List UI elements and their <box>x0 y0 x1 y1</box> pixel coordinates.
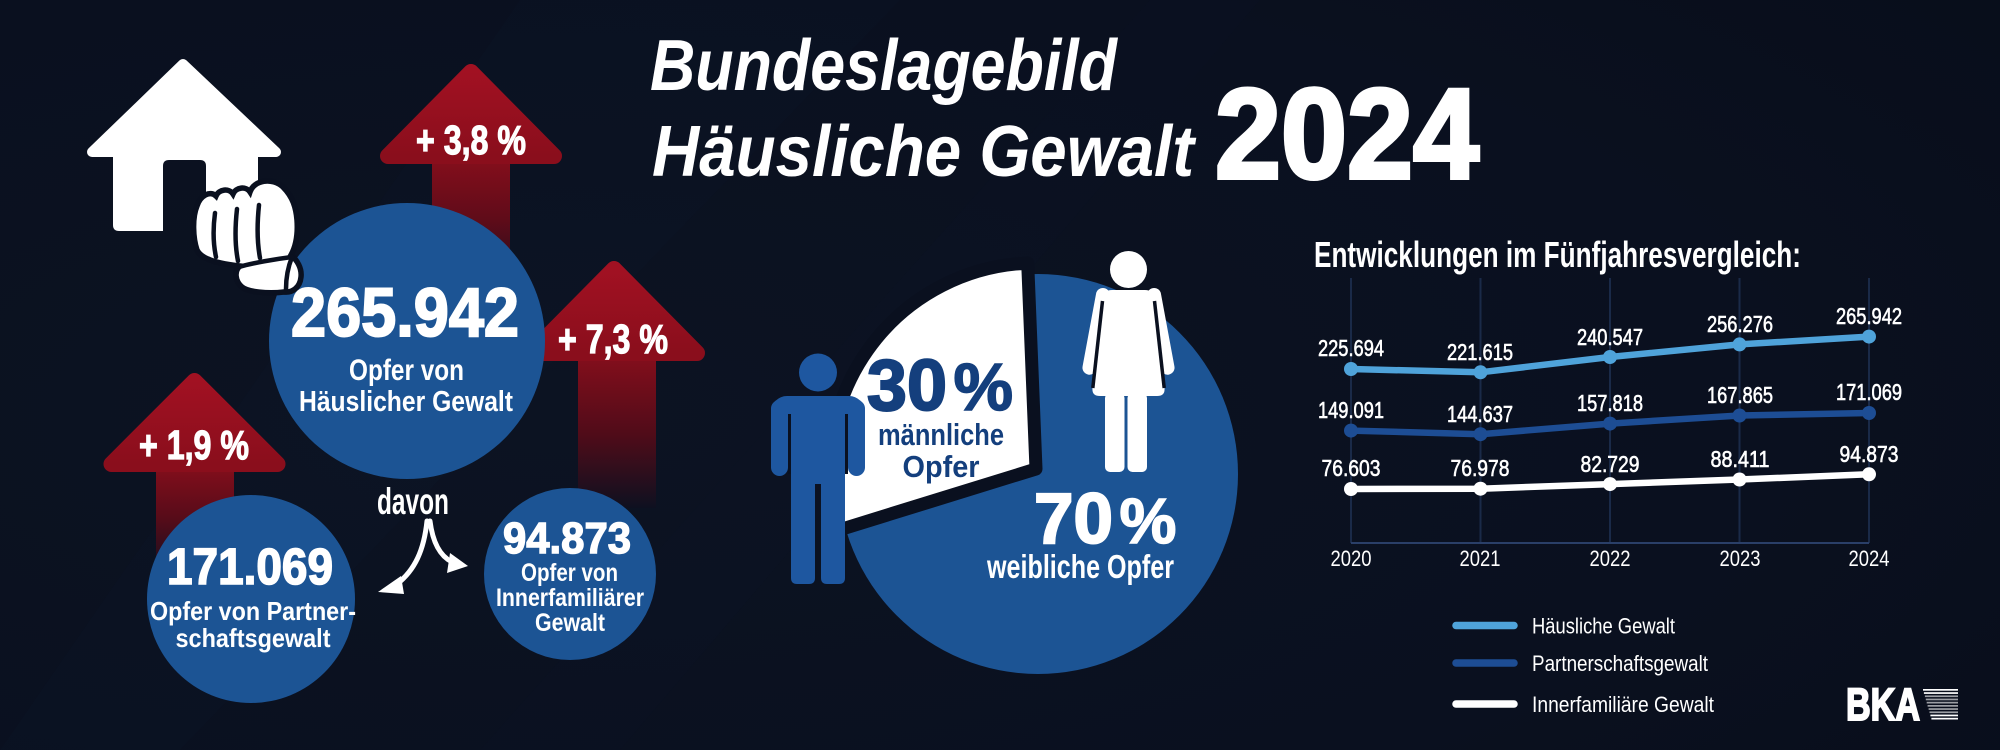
svg-text:schaftsgewalt: schaftsgewalt <box>176 623 331 653</box>
svg-text:2021: 2021 <box>1460 546 1501 571</box>
svg-text:Opfer: Opfer <box>903 449 980 484</box>
svg-text:BKA: BKA <box>1846 679 1920 730</box>
svg-text:144.637: 144.637 <box>1447 401 1513 427</box>
svg-text:256.276: 256.276 <box>1707 311 1773 337</box>
svg-text:265.942: 265.942 <box>1836 303 1902 329</box>
svg-text:Opfer von Partner-: Opfer von Partner- <box>150 596 356 626</box>
svg-text:Innerfamiliäre Gewalt: Innerfamiliäre Gewalt <box>1532 692 1714 717</box>
svg-text:Bundeslagebild: Bundeslagebild <box>650 26 1119 106</box>
svg-text:%: % <box>1120 485 1177 557</box>
svg-text:Entwicklungen im Fünfjahresver: Entwicklungen im Fünfjahresvergleich: <box>1314 234 1801 275</box>
svg-text:+ 1,9 %: + 1,9 % <box>139 422 249 468</box>
svg-text:240.547: 240.547 <box>1577 324 1643 350</box>
svg-text:Häusliche Gewalt: Häusliche Gewalt <box>1532 614 1675 639</box>
svg-text:Opfer von: Opfer von <box>349 354 464 387</box>
svg-text:88.411: 88.411 <box>1711 446 1770 472</box>
svg-text:76.978: 76.978 <box>1451 455 1510 481</box>
svg-text:265.942: 265.942 <box>291 274 519 351</box>
svg-text:94.873: 94.873 <box>503 514 631 563</box>
svg-text:männliche: männliche <box>878 417 1004 452</box>
svg-text:%: % <box>954 350 1014 425</box>
svg-text:30: 30 <box>867 346 947 426</box>
svg-text:225.694: 225.694 <box>1318 335 1384 361</box>
svg-text:171.069: 171.069 <box>167 538 333 595</box>
svg-text:davon: davon <box>377 481 449 522</box>
svg-text:82.729: 82.729 <box>1581 451 1640 477</box>
svg-text:2023: 2023 <box>1720 546 1761 571</box>
svg-text:+ 3,8 %: + 3,8 % <box>416 117 526 163</box>
svg-text:weibliche Opfer: weibliche Opfer <box>986 548 1174 585</box>
svg-text:2024: 2024 <box>1215 63 1479 206</box>
svg-text:Opfer von: Opfer von <box>521 559 618 587</box>
svg-text:Partnerschaftsgewalt: Partnerschaftsgewalt <box>1532 651 1708 676</box>
svg-text:Innerfamiliärer: Innerfamiliärer <box>496 584 644 612</box>
svg-text:76.603: 76.603 <box>1322 455 1381 481</box>
svg-text:94.873: 94.873 <box>1840 441 1899 467</box>
svg-text:149.091: 149.091 <box>1318 397 1384 423</box>
svg-text:221.615: 221.615 <box>1447 339 1513 365</box>
svg-text:70: 70 <box>1034 480 1113 559</box>
svg-text:2020: 2020 <box>1331 546 1372 571</box>
svg-text:171.069: 171.069 <box>1836 379 1902 405</box>
svg-text:2024: 2024 <box>1849 546 1890 571</box>
svg-text:Häuslicher Gewalt: Häuslicher Gewalt <box>299 386 513 418</box>
svg-text:157.818: 157.818 <box>1577 390 1643 416</box>
svg-text:167.865: 167.865 <box>1707 382 1773 408</box>
svg-text:Häusliche Gewalt: Häusliche Gewalt <box>652 112 1197 192</box>
svg-text:Gewalt: Gewalt <box>535 609 606 637</box>
svg-text:2022: 2022 <box>1590 546 1631 571</box>
svg-text:+ 7,3 %: + 7,3 % <box>558 316 668 362</box>
